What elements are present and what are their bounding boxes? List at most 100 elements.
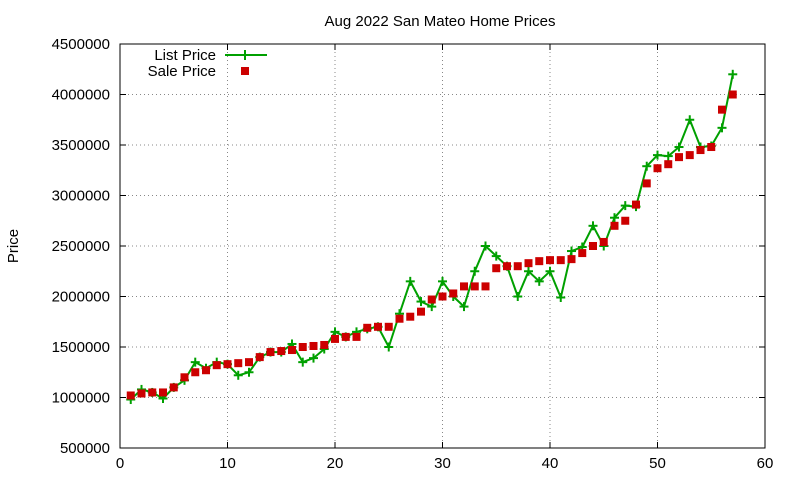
sale-price-point [481, 282, 490, 291]
sale-price-point [309, 341, 318, 350]
sale-price-point [621, 216, 630, 225]
sale-price-point [728, 90, 737, 99]
list-price-point [405, 276, 415, 286]
list-price-point [427, 302, 437, 312]
y-tick-label: 1000000 [52, 390, 110, 407]
sale-price-point [664, 160, 673, 169]
sale-price-point [599, 237, 608, 246]
sale-price-point [567, 255, 576, 264]
x-tick-label: 10 [219, 455, 236, 472]
list-price-point [244, 367, 254, 377]
list-price-point [190, 357, 200, 367]
y-tick-label: 4500000 [52, 36, 110, 53]
sale-price-point [320, 340, 329, 349]
sale-price-point [180, 373, 189, 382]
chart-title: Aug 2022 San Mateo Home Prices [325, 13, 556, 30]
list-price-point [330, 327, 340, 337]
sale-price-point [159, 388, 167, 397]
sale-price-point [331, 334, 339, 343]
sale-price-point [685, 151, 694, 160]
x-tick-label: 60 [757, 455, 774, 472]
sale-price-point [406, 312, 415, 321]
y-tick-label: 3500000 [52, 137, 110, 154]
sale-price-point [191, 368, 200, 377]
y-tick-label: 4000000 [52, 87, 110, 104]
list-price-point [545, 266, 555, 276]
sale-price-point [449, 289, 458, 298]
legend-marker-list-price [240, 50, 250, 60]
sale-price-point [363, 323, 372, 332]
list-price-point [728, 69, 738, 79]
sale-price-point [556, 256, 565, 265]
list-price-point [524, 266, 533, 276]
sale-price-point [653, 164, 662, 173]
legend: List Price Sale Price [148, 47, 267, 80]
sale-price-point [395, 314, 404, 323]
sale-price-point [589, 242, 597, 250]
sale-price-point [202, 366, 210, 375]
list-price-point [513, 292, 523, 301]
sale-price-point [718, 105, 726, 114]
y-tick-label: 500000 [60, 440, 110, 457]
sale-price-point [137, 389, 146, 398]
list-price-point [384, 342, 394, 352]
sale-price-point [546, 256, 554, 265]
axis-ticks: 0 10 20 30 40 50 60 500000 1000000 1500000 2000000… [52, 36, 774, 472]
sale-price-point [212, 361, 221, 370]
sale-price-point [352, 332, 361, 341]
sale-price-point [707, 143, 716, 152]
list-price-point [717, 123, 727, 133]
x-tick-label: 40 [542, 455, 559, 472]
sale-price-point [245, 358, 253, 367]
sale-price-point [470, 282, 479, 291]
x-tick-label: 20 [327, 455, 344, 472]
y-tick-label: 3000000 [52, 188, 110, 205]
list-price-point [610, 213, 619, 223]
list-price-point [416, 297, 426, 307]
legend-marker-sale-price [241, 67, 249, 75]
list-price-point [491, 251, 501, 261]
list-price-point [309, 353, 318, 363]
sale-price-point [503, 262, 511, 271]
list-price-point [470, 266, 480, 276]
sale-price-point [126, 391, 135, 400]
sale-price-point [610, 221, 619, 230]
list-price-point [653, 150, 662, 160]
sale-price-point [417, 307, 425, 316]
y-tick-label: 1500000 [52, 339, 110, 356]
sale-price-point [169, 383, 178, 392]
sale-price-point [460, 282, 468, 291]
list-price-point [459, 302, 469, 312]
sale-price-point [288, 346, 296, 355]
sale-price-point [642, 179, 651, 188]
sale-price-point [223, 360, 232, 369]
list-price-point [642, 161, 652, 171]
list-price-point [481, 241, 490, 251]
sale-price-point [298, 343, 307, 351]
list-price-point [534, 276, 544, 286]
sale-price-point [427, 295, 436, 304]
legend-label-sale-price: Sale Price [148, 63, 216, 80]
sale-price-point [535, 257, 544, 266]
sale-price-point [277, 347, 286, 356]
sale-price-point [438, 292, 447, 301]
sale-price-point [492, 264, 501, 273]
list-price-point [663, 151, 673, 161]
x-tick-label: 30 [434, 455, 451, 472]
legend-label-list-price: List Price [154, 47, 216, 64]
sale-price-point [148, 388, 157, 397]
sale-price-point [266, 348, 275, 357]
list-price-point [588, 221, 598, 231]
sale-price-point [255, 353, 264, 362]
sale-price-point [696, 146, 705, 155]
grid-lines [120, 44, 765, 448]
sale-price-point [632, 200, 640, 209]
sale-price-point [524, 259, 533, 268]
list-price-point [298, 357, 308, 367]
list-price-point [233, 370, 243, 380]
list-price-point [567, 246, 576, 256]
list-price-point [556, 293, 566, 303]
sale-price-point [374, 322, 382, 331]
sale-price-point [384, 322, 393, 331]
